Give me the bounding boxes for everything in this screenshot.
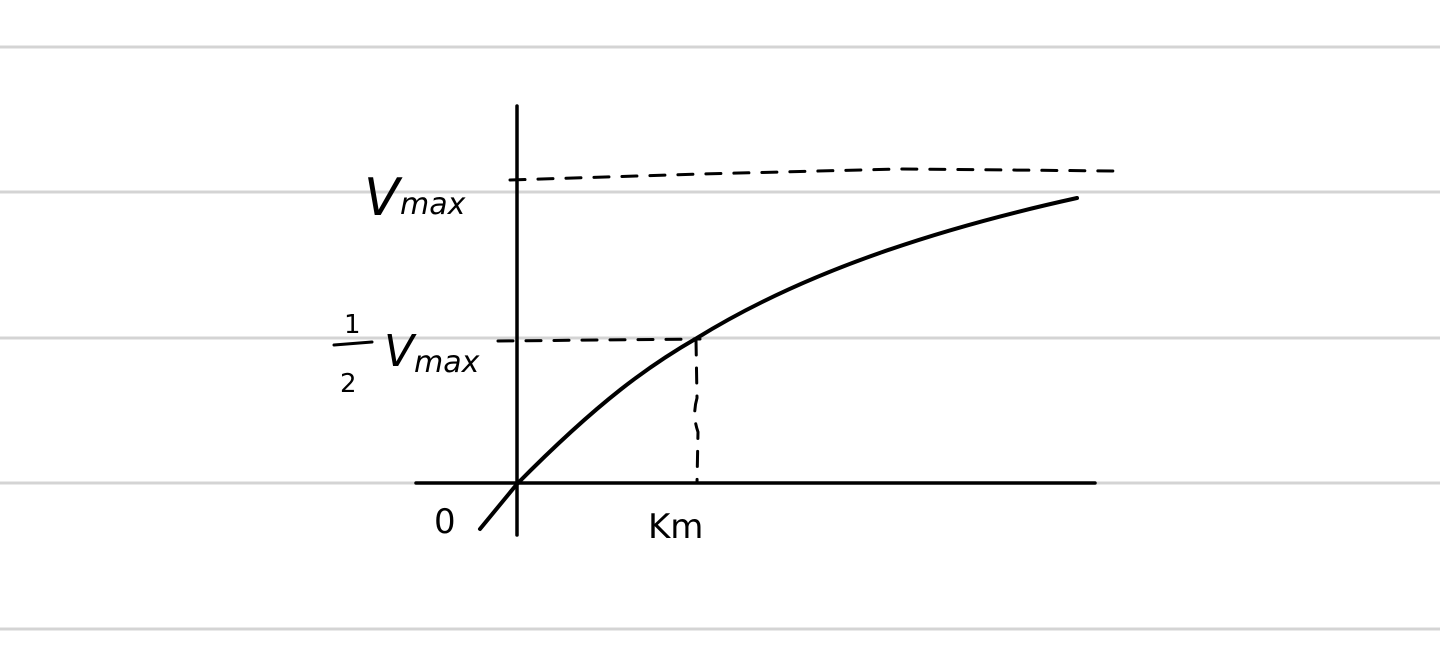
half-fraction-numerator: 1: [344, 310, 361, 340]
half-vmax-label-v: V: [384, 326, 417, 377]
half-vmax-guide-line: [496, 337, 702, 343]
michaelis-menten-curve: [478, 196, 1079, 531]
half-fraction-bar: [332, 340, 374, 347]
origin-label: 0: [434, 502, 456, 542]
vmax-label-v: V: [364, 168, 403, 228]
vmax-label-sub: max: [400, 187, 466, 222]
km-label: Km: [648, 507, 703, 547]
half-vmax-label-sub: max: [414, 345, 480, 380]
vmax-asymptote-line: [508, 167, 1120, 182]
half-fraction-denominator: 2: [340, 369, 357, 399]
km-guide-line: [693, 338, 700, 485]
